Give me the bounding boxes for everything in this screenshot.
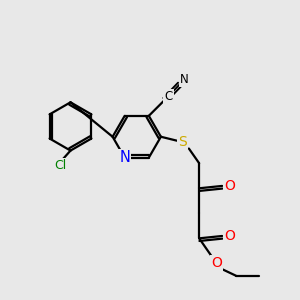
Text: S: S: [178, 135, 188, 149]
Text: N: N: [119, 150, 130, 165]
Text: O: O: [224, 179, 235, 193]
Text: O: O: [211, 256, 222, 270]
Text: O: O: [224, 229, 235, 243]
Text: C: C: [164, 90, 173, 103]
Text: Cl: Cl: [54, 159, 66, 172]
Text: N: N: [180, 74, 188, 86]
